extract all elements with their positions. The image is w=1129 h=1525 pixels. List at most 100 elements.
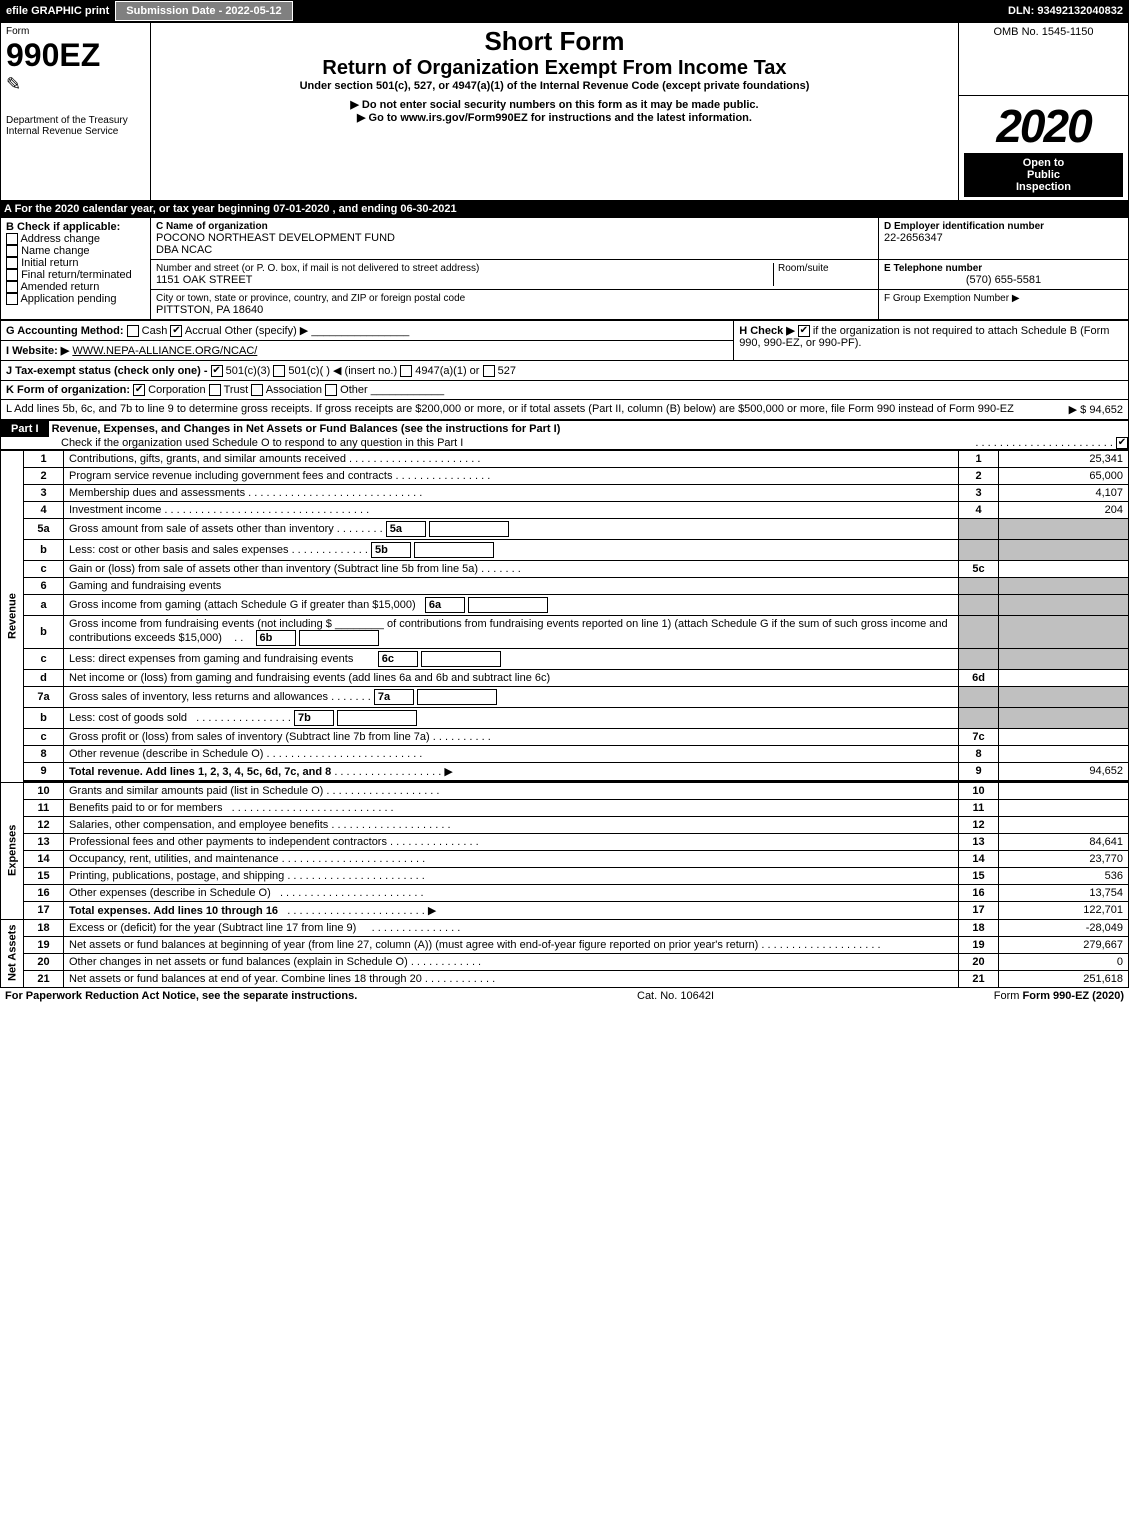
input-6c[interactable] bbox=[421, 651, 501, 667]
box-5b: 5b bbox=[371, 542, 411, 558]
j-501c3-checkbox[interactable] bbox=[211, 365, 223, 377]
k-trust-checkbox[interactable] bbox=[209, 384, 221, 396]
input-5b[interactable] bbox=[414, 542, 494, 558]
line-8-val bbox=[999, 745, 1129, 762]
j-501c-checkbox[interactable] bbox=[273, 365, 285, 377]
k-assoc-checkbox[interactable] bbox=[251, 384, 263, 396]
line-6c-shade1 bbox=[959, 648, 999, 669]
page-footer: For Paperwork Reduction Act Notice, see … bbox=[0, 988, 1129, 1004]
website-value[interactable]: WWW.NEPA-ALLIANCE.ORG/NCAC/ bbox=[72, 345, 257, 357]
line-5b-val bbox=[999, 539, 1129, 560]
check-name[interactable]: Name change bbox=[6, 245, 145, 257]
line-7a-shade1 bbox=[959, 686, 999, 707]
line-9-rnum: 9 bbox=[959, 762, 999, 780]
input-5a[interactable] bbox=[429, 521, 509, 537]
footer-left: For Paperwork Reduction Act Notice, see … bbox=[5, 990, 357, 1002]
line-12-num: 12 bbox=[24, 816, 64, 833]
line-21-num: 21 bbox=[24, 970, 64, 987]
open-public-box: Open to Public Inspection bbox=[964, 153, 1123, 197]
box-h-text: if the organization is not required to a… bbox=[739, 325, 1109, 349]
line-21-text: Net assets or fund balances at end of ye… bbox=[64, 970, 959, 987]
j-527-checkbox[interactable] bbox=[483, 365, 495, 377]
check-amended[interactable]: Amended return bbox=[6, 281, 145, 293]
box-i-label: I Website: ▶ bbox=[6, 345, 69, 357]
line-12-text: Salaries, other compensation, and employ… bbox=[64, 816, 959, 833]
line-2-text: Program service revenue including govern… bbox=[64, 467, 959, 484]
j-4947-checkbox[interactable] bbox=[400, 365, 412, 377]
j-opt1: 501(c)(3) bbox=[226, 365, 271, 377]
omb-label: OMB No. 1545-1150 bbox=[964, 26, 1123, 38]
check-amended-label: Amended return bbox=[20, 281, 99, 293]
line-21-rnum: 21 bbox=[959, 970, 999, 987]
line-10-text: Grants and similar amounts paid (list in… bbox=[64, 782, 959, 799]
line-14-text: Occupancy, rent, utilities, and maintena… bbox=[64, 850, 959, 867]
line-2-rnum: 2 bbox=[959, 467, 999, 484]
line-13-val: 84,641 bbox=[999, 833, 1129, 850]
check-pending[interactable]: Application pending bbox=[6, 293, 145, 305]
line-7a-num: 7a bbox=[24, 686, 64, 707]
line-13-num: 13 bbox=[24, 833, 64, 850]
box-e-label: E Telephone number bbox=[884, 263, 1123, 274]
input-7b[interactable] bbox=[337, 710, 417, 726]
k-corp-checkbox[interactable] bbox=[133, 384, 145, 396]
open-line2: Public bbox=[1027, 169, 1060, 181]
line-7c-rnum: 7c bbox=[959, 728, 999, 745]
box-d-label: D Employer identification number bbox=[884, 221, 1123, 232]
footer-mid: Cat. No. 10642I bbox=[637, 990, 714, 1002]
line-14-num: 14 bbox=[24, 850, 64, 867]
line-6b-shade2 bbox=[999, 615, 1129, 648]
k-assoc: Association bbox=[266, 384, 322, 396]
warning-2: ▶ Go to www.irs.gov/Form990EZ for instru… bbox=[156, 111, 953, 124]
k-trust: Trust bbox=[224, 384, 249, 396]
line-11-rnum: 11 bbox=[959, 799, 999, 816]
line-17-rnum: 17 bbox=[959, 901, 999, 919]
check-address[interactable]: Address change bbox=[6, 233, 145, 245]
main-title: Return of Organization Exempt From Incom… bbox=[156, 57, 953, 80]
line-6b-text: Gross income from fundraising events (no… bbox=[64, 615, 959, 648]
check-name-label: Name change bbox=[21, 245, 90, 257]
line-5b-num: b bbox=[24, 539, 64, 560]
line-1-num: 1 bbox=[24, 450, 64, 467]
line-16-num: 16 bbox=[24, 884, 64, 901]
line-7a-shade2 bbox=[999, 686, 1129, 707]
check-initial[interactable]: Initial return bbox=[6, 257, 145, 269]
box-5a: 5a bbox=[386, 521, 426, 537]
line-6-shade2 bbox=[999, 577, 1129, 594]
line-14-rnum: 14 bbox=[959, 850, 999, 867]
line-6d-text: Net income or (loss) from gaming and fun… bbox=[64, 669, 959, 686]
line-12-rnum: 12 bbox=[959, 816, 999, 833]
lines-table: Revenue 1 Contributions, gifts, grants, … bbox=[0, 450, 1129, 988]
line-7c-text: Gross profit or (loss) from sales of inv… bbox=[64, 728, 959, 745]
street-label: Number and street (or P. O. box, if mail… bbox=[156, 263, 773, 274]
line-21-val: 251,618 bbox=[999, 970, 1129, 987]
line-6d-num: d bbox=[24, 669, 64, 686]
box-f-label: F Group Exemption Number ▶ bbox=[884, 293, 1123, 304]
k-other: Other bbox=[340, 384, 368, 396]
submission-date-button[interactable]: Submission Date - 2022-05-12 bbox=[115, 1, 292, 21]
line-6a-shade1 bbox=[959, 594, 999, 615]
line-18-text: Excess or (deficit) for the year (Subtra… bbox=[64, 919, 959, 936]
line-18-val: -28,049 bbox=[999, 919, 1129, 936]
part1-schedule-o-checkbox[interactable] bbox=[1116, 437, 1128, 449]
input-7a[interactable] bbox=[417, 689, 497, 705]
part1-title: Revenue, Expenses, and Changes in Net As… bbox=[52, 423, 561, 435]
line-15-val: 536 bbox=[999, 867, 1129, 884]
h-checkbox[interactable] bbox=[798, 325, 810, 337]
input-6b[interactable] bbox=[299, 630, 379, 646]
line-19-num: 19 bbox=[24, 936, 64, 953]
box-g-label: G Accounting Method: bbox=[6, 325, 124, 337]
warning-1: ▶ Do not enter social security numbers o… bbox=[156, 98, 953, 111]
line-8-rnum: 8 bbox=[959, 745, 999, 762]
accrual-checkbox[interactable] bbox=[170, 325, 182, 337]
line-5a-num: 5a bbox=[24, 518, 64, 539]
k-other-checkbox[interactable] bbox=[325, 384, 337, 396]
check-final[interactable]: Final return/terminated bbox=[6, 269, 145, 281]
org-dba: DBA NCAC bbox=[156, 244, 873, 256]
box-6c: 6c bbox=[378, 651, 418, 667]
entity-info-table: B Check if applicable: Address change Na… bbox=[0, 217, 1129, 320]
line-2-num: 2 bbox=[24, 467, 64, 484]
input-6a[interactable] bbox=[468, 597, 548, 613]
cash-checkbox[interactable] bbox=[127, 325, 139, 337]
tax-year: 2020 bbox=[964, 99, 1123, 153]
line-5c-rnum: 5c bbox=[959, 560, 999, 577]
